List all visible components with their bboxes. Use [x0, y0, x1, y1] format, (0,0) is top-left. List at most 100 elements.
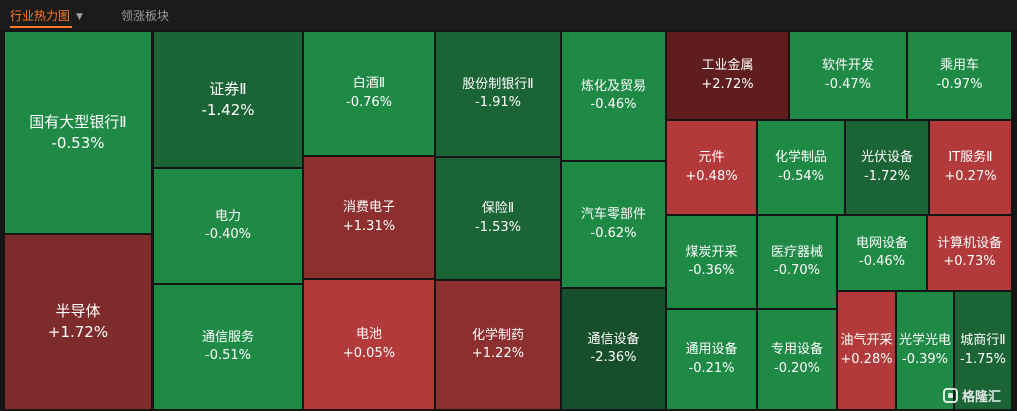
tile-change: -1.75% — [960, 351, 1006, 367]
tile-name: 光伏设备 — [860, 150, 913, 166]
tile-name: 元件 — [698, 150, 725, 166]
tile-name: 煤炭开采 — [685, 244, 738, 260]
tile-name: 医疗器械 — [770, 244, 823, 260]
tile-name: 城商行Ⅱ — [960, 333, 1006, 349]
tile-change: +0.27% — [944, 168, 997, 184]
treemap-tile[interactable]: 白酒Ⅱ -0.76% — [303, 31, 435, 156]
tile-change: -0.62% — [590, 225, 637, 241]
tile-name: 股份制银行Ⅱ — [462, 76, 534, 92]
watermark: 格隆汇 — [942, 386, 1001, 405]
treemap-tile[interactable]: 专用设备 -0.20% — [757, 309, 837, 410]
treemap-tile[interactable]: 国有大型银行Ⅱ -0.53% — [4, 31, 152, 234]
tile-change: -1.72% — [864, 168, 910, 184]
tile-name: 软件开发 — [821, 58, 874, 74]
active-tab-indicator — [10, 26, 72, 28]
treemap-tile[interactable]: 乘用车 -0.97% — [907, 31, 1012, 120]
treemap-tile[interactable]: 通信设备 -2.36% — [561, 288, 666, 410]
industry-treemap: 国有大型银行Ⅱ -0.53% 半导体 +1.72% 证券Ⅱ -1.42% 电力 -0.40% 通… — [0, 30, 1017, 411]
tile-change: -0.70% — [774, 263, 820, 278]
tile-change: -0.97% — [936, 76, 983, 92]
tile-change: -1.42% — [201, 100, 255, 119]
treemap-tile[interactable]: 炼化及贸易 -0.46% — [561, 31, 666, 161]
tile-name: 通用设备 — [685, 342, 738, 358]
tile-change: -1.53% — [475, 219, 521, 235]
watermark-text: 格隆汇 — [961, 390, 1001, 405]
treemap-tile[interactable]: 油气开采 +0.28% — [837, 291, 896, 410]
tile-change: -0.39% — [902, 351, 948, 367]
tile-change: +1.31% — [342, 218, 396, 234]
treemap-tile[interactable]: 电池 +0.05% — [303, 279, 435, 410]
treemap-tile[interactable]: 医疗器械 -0.70% — [757, 215, 837, 309]
treemap-tile[interactable]: 半导体 +1.72% — [4, 234, 152, 410]
tile-name: 油气开采 — [840, 333, 893, 349]
gelonghui-logo-icon — [942, 388, 958, 403]
treemap-tile[interactable]: 通信服务 -0.51% — [153, 284, 303, 410]
treemap-tile[interactable]: 汽车零部件 -0.62% — [561, 161, 666, 288]
tile-change: -0.54% — [778, 168, 824, 184]
treemap-tile[interactable]: 化学制品 -0.54% — [757, 120, 845, 215]
treemap-tile[interactable]: 证券Ⅱ -1.42% — [153, 31, 303, 168]
tab-leading-sectors-label: 领涨板块 — [121, 9, 170, 23]
tile-change: +1.22% — [471, 346, 525, 361]
tile-change: +0.05% — [342, 345, 396, 361]
tile-name: 电网设备 — [855, 235, 908, 251]
tile-change: +0.48% — [685, 168, 738, 184]
tile-change: -0.51% — [205, 348, 251, 363]
treemap-tile[interactable]: 保险Ⅱ -1.53% — [435, 157, 561, 280]
tile-name: IT服务Ⅱ — [948, 150, 993, 166]
tile-name: 半导体 — [55, 302, 101, 321]
tile-change: -0.46% — [590, 97, 637, 112]
tile-name: 证券Ⅱ — [209, 79, 247, 98]
tile-name: 电力 — [214, 208, 241, 224]
treemap-tile[interactable]: 光学光电 -0.39% — [896, 291, 954, 410]
tile-name: 专用设备 — [770, 342, 823, 358]
treemap-tile[interactable]: 软件开发 -0.47% — [789, 31, 907, 120]
treemap-tile[interactable]: 化学制药 +1.22% — [435, 280, 561, 410]
treemap-tile[interactable]: 城商行Ⅱ -1.75% — [954, 291, 1012, 410]
tile-change: +0.28% — [840, 351, 893, 367]
treemap-tile[interactable]: IT服务Ⅱ +0.27% — [929, 120, 1012, 215]
tile-name: 通信设备 — [587, 331, 640, 347]
tile-change: -0.20% — [774, 360, 820, 376]
tile-name: 炼化及贸易 — [580, 78, 646, 94]
tile-change: -0.21% — [688, 360, 735, 376]
tile-change: +2.72% — [701, 76, 754, 92]
tile-name: 保险Ⅱ — [481, 201, 515, 217]
tile-name: 电池 — [355, 327, 382, 343]
tile-change: -0.40% — [205, 227, 251, 242]
treemap-tile[interactable]: 消费电子 +1.31% — [303, 156, 435, 279]
treemap-tile[interactable]: 通用设备 -0.21% — [666, 309, 757, 410]
tile-change: -0.76% — [346, 94, 392, 110]
tab-leading-sectors[interactable]: 领涨板块 — [121, 8, 169, 24]
tile-name: 化学制药 — [471, 327, 524, 343]
treemap-tile[interactable]: 光伏设备 -1.72% — [845, 120, 929, 215]
tile-name: 计算机设备 — [936, 235, 1002, 251]
tile-change: -0.47% — [825, 76, 871, 92]
top-tab-bar: 行业热力图 ▼ 领涨板块 — [0, 0, 1017, 30]
tile-change: -2.36% — [590, 350, 637, 365]
tile-name: 消费电子 — [342, 200, 395, 216]
tile-name: 汽车零部件 — [580, 207, 646, 223]
tile-name: 光学光电 — [898, 333, 951, 349]
tile-change: -0.36% — [688, 263, 735, 278]
tile-name: 白酒Ⅱ — [352, 76, 386, 92]
tab-industry-heatmap-label: 行业热力图 — [10, 9, 71, 23]
treemap-tile[interactable]: 煤炭开采 -0.36% — [666, 215, 757, 309]
treemap-tile[interactable]: 元件 +0.48% — [666, 120, 757, 215]
tile-change: -0.46% — [859, 254, 905, 269]
treemap-tile[interactable]: 工业金属 +2.72% — [666, 31, 789, 120]
chevron-down-icon[interactable]: ▼ — [76, 12, 83, 22]
tile-name: 国有大型银行Ⅱ — [29, 112, 127, 131]
treemap-tile[interactable]: 计算机设备 +0.73% — [927, 215, 1012, 291]
tile-change: -0.53% — [51, 133, 105, 152]
tab-industry-heatmap[interactable]: 行业热力图 ▼ — [10, 8, 83, 25]
tile-name: 通信服务 — [201, 329, 254, 345]
tile-name: 化学制品 — [774, 150, 827, 166]
tile-change: -1.91% — [475, 95, 521, 110]
tile-change: +0.73% — [943, 254, 996, 269]
tile-name: 乘用车 — [939, 58, 979, 74]
treemap-tile[interactable]: 电网设备 -0.46% — [837, 215, 927, 291]
treemap-tile[interactable]: 股份制银行Ⅱ -1.91% — [435, 31, 561, 157]
treemap-tile[interactable]: 电力 -0.40% — [153, 168, 303, 284]
tile-name: 工业金属 — [701, 58, 754, 74]
